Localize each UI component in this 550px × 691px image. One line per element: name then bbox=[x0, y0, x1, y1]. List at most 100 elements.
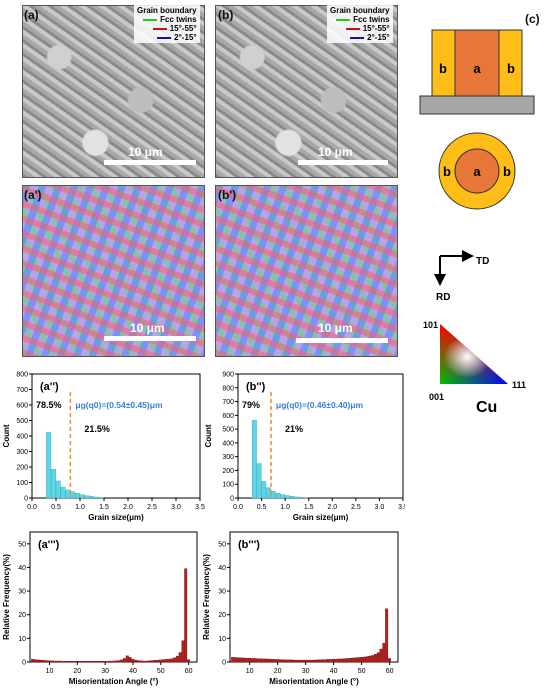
chart-bar bbox=[340, 658, 344, 663]
chart-bar bbox=[259, 658, 263, 663]
panel-label: (b''') bbox=[238, 539, 260, 551]
chart-bar bbox=[251, 419, 257, 499]
x-tick-label: 40 bbox=[129, 668, 137, 675]
y-tick-label: 30 bbox=[218, 589, 226, 596]
x-tick-label: 3.5 bbox=[398, 504, 405, 511]
y-tick-label: 10 bbox=[18, 636, 26, 643]
x-tick-label: 20 bbox=[73, 668, 81, 675]
legend-line-high bbox=[152, 27, 167, 30]
y-tick-label: 500 bbox=[222, 427, 234, 434]
chart-bar bbox=[385, 608, 389, 663]
y-tick-label: 200 bbox=[222, 468, 234, 475]
x-tick-label: 2.5 bbox=[147, 504, 157, 511]
chart-bar bbox=[89, 496, 95, 499]
y-tick-label: 50 bbox=[18, 541, 26, 548]
chart-bar bbox=[273, 659, 277, 663]
y-tick-label: 100 bbox=[222, 482, 234, 489]
chart-bar bbox=[31, 658, 35, 663]
x-tick-label: 1.0 bbox=[280, 504, 290, 511]
grain-size-chart-b: 0.0 0.5 1.0 1.5 2.0 2.5 3.0 3.5 0 100 200 300 400 500… bbox=[204, 372, 405, 523]
chart-bar bbox=[97, 661, 101, 663]
chart-bar bbox=[131, 658, 135, 663]
chart-bar bbox=[312, 659, 316, 663]
chart-bar bbox=[354, 657, 358, 663]
y-axis-label: Relative Frequency(%) bbox=[202, 554, 211, 640]
chart-bar bbox=[136, 660, 140, 663]
chart-bar bbox=[326, 659, 330, 663]
gb-legend-title: Grain boundary bbox=[330, 6, 390, 15]
y-axis-label: Count bbox=[204, 424, 213, 447]
mean-grain-size: μg(q0)=(0.46±0.40)μm bbox=[276, 400, 364, 410]
x-tick-label: 10 bbox=[246, 668, 254, 675]
chart-bar bbox=[103, 661, 107, 663]
chart-bar bbox=[145, 660, 149, 663]
chart-bar bbox=[89, 661, 93, 663]
y-tick-label: 600 bbox=[222, 413, 234, 420]
ipf-triangle-white bbox=[440, 324, 508, 384]
chart-bar bbox=[86, 661, 90, 663]
chart-bar bbox=[74, 493, 80, 499]
chart-bar bbox=[45, 660, 48, 663]
y-tick-label: 0 bbox=[22, 660, 26, 667]
chart-bar bbox=[167, 658, 171, 663]
chart-bar bbox=[281, 659, 285, 663]
panel-label-a: (a) bbox=[24, 8, 39, 22]
gb-legend-title: Grain boundary bbox=[137, 6, 197, 15]
y-tick-label: 40 bbox=[218, 565, 226, 572]
chart-bar bbox=[275, 659, 279, 663]
chart-bar bbox=[148, 660, 151, 663]
chart-bar bbox=[170, 658, 174, 663]
legend-label: 2°-15° bbox=[174, 33, 197, 42]
chart-bar bbox=[231, 657, 235, 663]
chart-bar bbox=[72, 661, 76, 663]
chart-bar bbox=[376, 652, 380, 663]
panel-label-b: (b) bbox=[218, 8, 234, 22]
x-tick-label: 40 bbox=[330, 668, 338, 675]
chart-bar bbox=[111, 660, 115, 663]
y-tick-label: 0 bbox=[24, 496, 28, 503]
chart-bar bbox=[178, 652, 182, 663]
chart-bar bbox=[53, 660, 57, 663]
x-tick-label: 60 bbox=[386, 668, 394, 675]
right-percentage: 21.5% bbox=[84, 424, 110, 434]
chart-bar bbox=[270, 658, 274, 663]
chart-bar bbox=[84, 495, 90, 499]
chart-bar bbox=[368, 655, 372, 663]
y-tick-label: 10 bbox=[218, 636, 226, 643]
panel-label-b1: (b') bbox=[218, 188, 237, 202]
chart-bar bbox=[359, 657, 363, 663]
legend-line-low bbox=[350, 36, 365, 39]
chart-bar bbox=[256, 658, 260, 663]
chart-bar bbox=[100, 661, 104, 663]
x-tick-label: 20 bbox=[274, 668, 282, 675]
chart-bar bbox=[117, 660, 121, 663]
chart-bar bbox=[181, 640, 185, 663]
panel-label: (a'') bbox=[40, 381, 59, 393]
chart-bar bbox=[343, 658, 347, 663]
chart-bar bbox=[187, 659, 190, 663]
y-tick-label: 50 bbox=[218, 541, 226, 548]
chart-bar bbox=[94, 496, 100, 499]
scale-bar-b bbox=[298, 160, 388, 165]
x-tick-label: 10 bbox=[46, 668, 54, 675]
schematic-label-b: b bbox=[443, 164, 451, 179]
chart-bar bbox=[150, 660, 154, 663]
y-axis-label: Count bbox=[2, 424, 11, 447]
chart-bar bbox=[299, 497, 304, 499]
x-tick-label: 50 bbox=[358, 668, 366, 675]
ipf-label-101: 101 bbox=[423, 320, 438, 330]
legend-label: 15°-55° bbox=[169, 24, 197, 33]
chart-bar bbox=[65, 489, 71, 499]
x-tick-label: 60 bbox=[185, 668, 193, 675]
chart-bar bbox=[287, 659, 291, 663]
chart-bar bbox=[59, 660, 62, 663]
chart-bar bbox=[153, 660, 157, 663]
chart-bar bbox=[64, 661, 68, 663]
schematic-label-a: a bbox=[473, 61, 481, 76]
x-tick-label: 50 bbox=[157, 668, 165, 675]
gb-legend-row: 2°-15° bbox=[330, 33, 390, 42]
chart-bar bbox=[289, 659, 293, 663]
chart-bar bbox=[315, 659, 319, 663]
chart-bar bbox=[106, 661, 110, 663]
panel-label: (a''') bbox=[38, 539, 60, 551]
